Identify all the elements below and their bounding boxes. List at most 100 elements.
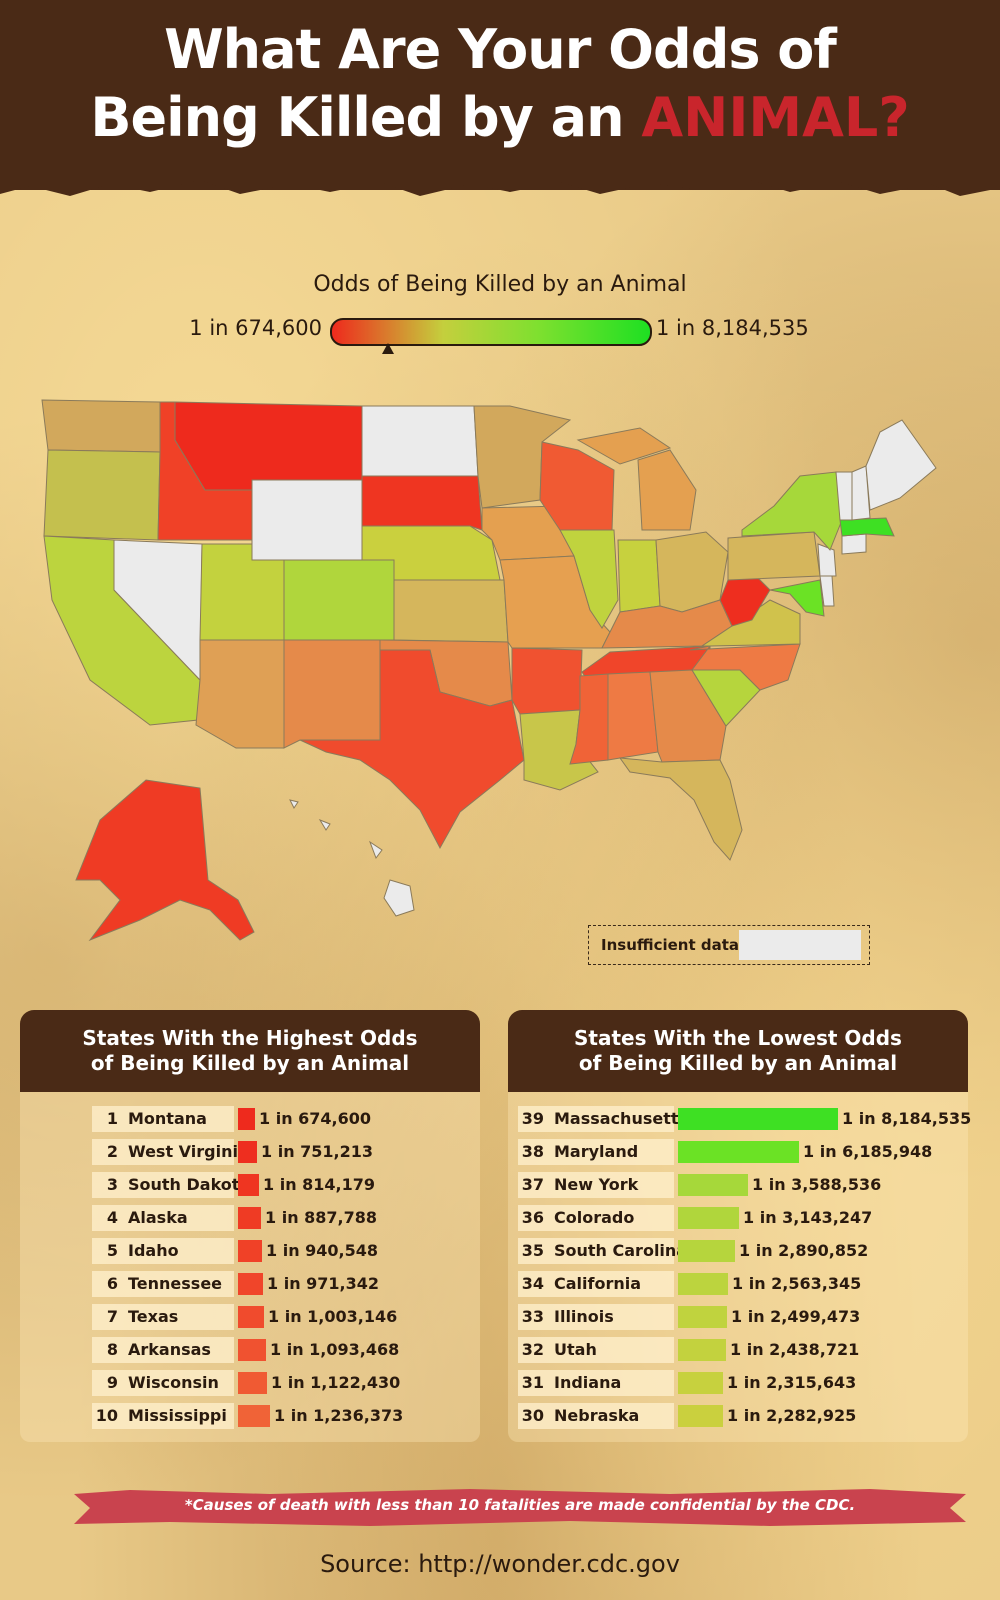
legend-gradient-bar — [330, 318, 652, 346]
table-row: 30 Nebraska 1 in 2,282,925 — [508, 1403, 968, 1429]
state-arkansas — [511, 647, 583, 715]
row-strip — [518, 1304, 674, 1330]
table-row: 7 Texas 1 in 1,003,146 — [20, 1304, 480, 1330]
title-accent-word: ANIMAL? — [641, 86, 910, 149]
odds-value: 1 in 2,438,721 — [730, 1340, 860, 1359]
row-strip — [92, 1139, 234, 1165]
row-strip — [518, 1139, 674, 1165]
odds-value: 1 in 1,122,430 — [271, 1373, 401, 1392]
state-michigan — [637, 449, 697, 531]
state-name: Tennessee — [128, 1274, 223, 1293]
odds-value: 1 in 3,588,536 — [752, 1175, 882, 1194]
rank-number: 39 — [521, 1109, 544, 1128]
table-row: 2 West Virginia 1 in 751,213 — [20, 1139, 480, 1165]
state-north-carolina — [689, 643, 801, 691]
odds-value: 1 in 2,890,852 — [739, 1241, 869, 1260]
state-washington — [41, 399, 161, 453]
state-name: New York — [554, 1175, 639, 1194]
table-row: 8 Arkansas 1 in 1,093,468 — [20, 1337, 480, 1363]
state-name: Nebraska — [554, 1406, 640, 1425]
legend-title: Odds of Being Killed by an Animal — [313, 272, 687, 297]
legend-min-label: 1 in 674,600 — [189, 316, 322, 340]
insufficient-data-swatch — [739, 930, 861, 960]
state-name: Texas — [128, 1307, 179, 1326]
state-indiana — [617, 539, 661, 613]
row-strip — [92, 1271, 234, 1297]
state-alaska — [75, 779, 255, 942]
state-name: Illinois — [554, 1307, 614, 1326]
table-row: 10 Mississippi 1 in 1,236,373 — [20, 1403, 480, 1429]
rank-number: 8 — [106, 1340, 118, 1359]
table-row: 34 California 1 in 2,563,345 — [508, 1271, 968, 1297]
row-strip — [518, 1205, 674, 1231]
rank-number: 7 — [106, 1307, 118, 1326]
highest-title-line-2: of Being Killed by an Animal — [90, 1051, 410, 1075]
odds-value: 1 in 2,282,925 — [727, 1406, 857, 1425]
state-name: Massachusetts — [554, 1109, 689, 1128]
table-row: 39 Massachusetts 1 in 8,184,535 — [508, 1106, 971, 1132]
source-text: Source: http://wonder.cdc.gov — [320, 1550, 680, 1578]
state-name: Alaska — [128, 1208, 188, 1227]
odds-bar — [678, 1174, 748, 1196]
state-maryland — [769, 579, 825, 617]
odds-value: 1 in 2,563,345 — [732, 1274, 862, 1293]
table-row: 37 New York 1 in 3,588,536 — [508, 1172, 968, 1198]
odds-bar — [238, 1174, 259, 1196]
odds-bar — [238, 1108, 255, 1130]
rank-number: 37 — [521, 1175, 544, 1194]
header-banner: What Are Your Odds of Being Killed by an… — [0, 0, 1000, 190]
rank-number: 3 — [106, 1175, 118, 1194]
state-alabama — [607, 671, 659, 761]
state-oregon — [43, 449, 161, 541]
odds-bar — [238, 1207, 261, 1229]
legend-marker-icon — [382, 343, 394, 354]
odds-bar — [678, 1339, 726, 1361]
footnote-ribbon — [74, 1489, 966, 1526]
odds-bar — [678, 1405, 723, 1427]
odds-value: 1 in 940,548 — [266, 1241, 379, 1260]
state-colorado — [283, 559, 395, 641]
state-name: West Virginia — [128, 1142, 249, 1161]
table-row: 38 Maryland 1 in 6,185,948 — [508, 1139, 968, 1165]
state-illinois — [559, 529, 619, 629]
us-choropleth-map — [41, 399, 937, 942]
title-line-2: Being Killed by an ANIMAL? — [0, 86, 1000, 150]
rank-number: 5 — [106, 1241, 118, 1260]
rank-number: 10 — [95, 1406, 118, 1425]
highest-title-line-1: States With the Highest Odds — [82, 1026, 418, 1050]
table-row: 35 South Carolina 1 in 2,890,852 — [508, 1238, 968, 1264]
row-strip — [518, 1271, 674, 1297]
table-row: 33 Illinois 1 in 2,499,473 — [508, 1304, 968, 1330]
odds-bar — [238, 1339, 266, 1361]
odds-value: 1 in 2,499,473 — [731, 1307, 861, 1326]
state-montana — [174, 401, 363, 491]
odds-value: 1 in 971,342 — [267, 1274, 380, 1293]
state-name: Idaho — [128, 1241, 179, 1260]
state-name: Montana — [128, 1109, 207, 1128]
lowest-title-line-1: States With the Lowest Odds — [574, 1026, 902, 1050]
legend-max-label: 1 in 8,184,535 — [656, 316, 809, 340]
odds-value: 1 in 3,143,247 — [743, 1208, 873, 1227]
footnote-text: *Causes of death with less than 10 fatal… — [184, 1496, 856, 1514]
table-row: 1 Montana 1 in 674,600 — [20, 1106, 480, 1132]
state-texas — [299, 649, 525, 850]
odds-bar — [678, 1240, 735, 1262]
state-michigan-upper — [576, 427, 672, 465]
state-pennsylvania — [727, 531, 821, 581]
odds-value: 1 in 1,236,373 — [274, 1406, 404, 1425]
state-massachusetts — [839, 517, 895, 537]
odds-bar — [238, 1240, 262, 1262]
state-name: South Dakota — [128, 1175, 251, 1194]
row-strip — [92, 1337, 234, 1363]
odds-value: 1 in 1,093,468 — [270, 1340, 400, 1359]
rank-number: 33 — [521, 1307, 544, 1326]
state-arizona — [195, 639, 285, 749]
insufficient-data-label: Insufficient data — [601, 936, 740, 954]
rank-number: 1 — [106, 1109, 118, 1128]
highest-odds-list: 1 Montana 1 in 674,600 2 West Virginia 1 in 7… — [20, 1092, 480, 1442]
rank-number: 32 — [521, 1340, 544, 1359]
highest-odds-title: States With the Highest Odds of Being Ki… — [20, 1010, 480, 1092]
rank-number: 34 — [521, 1274, 544, 1293]
state-wyoming — [251, 479, 363, 561]
table-row: 9 Wisconsin 1 in 1,122,430 — [20, 1370, 480, 1396]
